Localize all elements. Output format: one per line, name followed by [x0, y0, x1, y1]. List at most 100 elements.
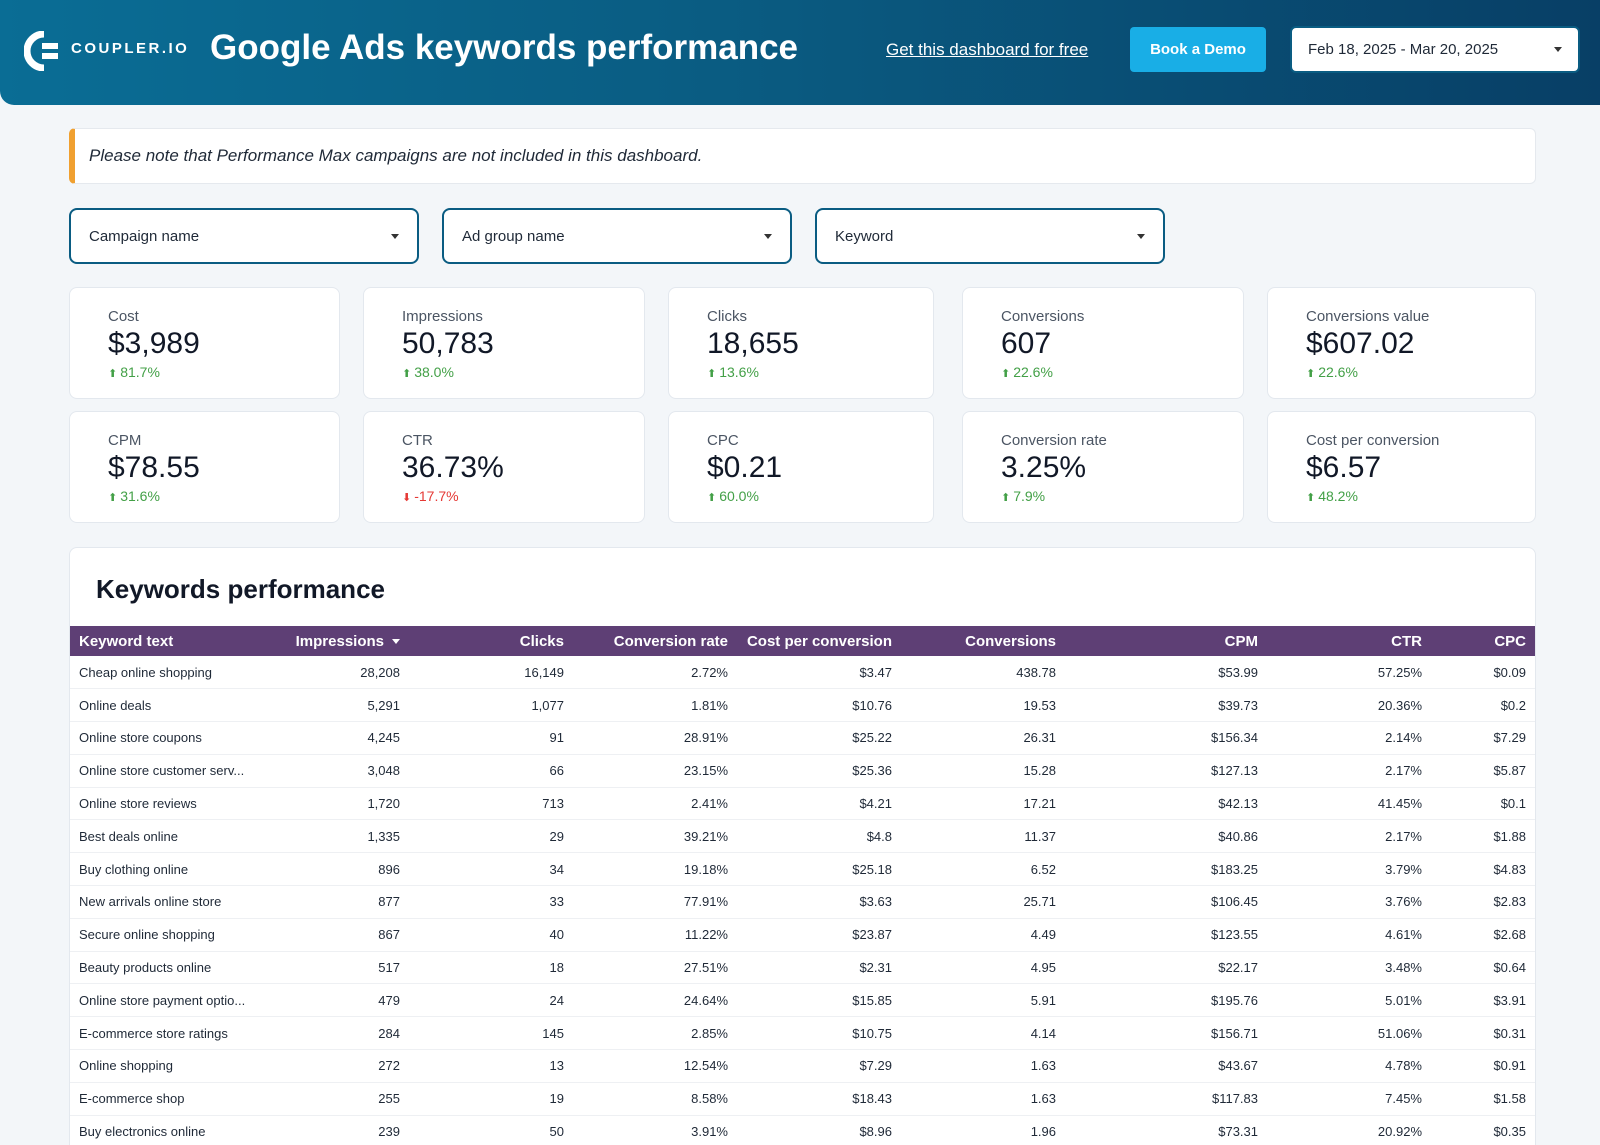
table-row[interactable]: Best deals online 1,335 29 39.21% $4.8 11.37 $… — [70, 819, 1535, 854]
table-row[interactable]: E-commerce store ratings 284 145 2.85% $10.7… — [70, 1016, 1535, 1051]
table-row[interactable]: Online store reviews 1,720 713 2.41% $4.21 17… — [70, 787, 1535, 821]
table-row[interactable]: Online store customer serv... 3,048 66 23.1… — [70, 754, 1535, 788]
campaign-filter-label: Campaign name — [89, 227, 200, 245]
table-cell: Beauty products online — [70, 951, 286, 985]
kpi-value: 36.73% — [402, 451, 504, 484]
table-row[interactable]: Online store payment optio... 479 24 24.64%… — [70, 983, 1535, 1018]
col-impressions-label: Impressions — [295, 632, 384, 650]
table-cell: 16,149 — [409, 656, 573, 690]
kpi-label: Clicks — [707, 308, 747, 325]
kpi-card: Impressions 50,783 ⬆ 38.0% — [363, 287, 645, 399]
table-cell: $10.75 — [737, 1016, 901, 1051]
table-cell: 896 — [286, 852, 409, 887]
keyword-filter-label: Keyword — [835, 227, 894, 245]
table-row[interactable]: Secure online shopping 867 40 11.22% $23.87 4… — [70, 918, 1535, 952]
table-cell: $117.83 — [1065, 1082, 1267, 1116]
col-cpm[interactable]: CPM — [1224, 632, 1258, 650]
table-cell: $22.17 — [1065, 951, 1267, 985]
col-impressions[interactable]: Impressions — [286, 626, 409, 656]
col-ctr[interactable]: CTR — [1391, 632, 1422, 650]
table-cell: $156.34 — [1065, 721, 1267, 755]
kpi-card: Cost per conversion $6.57 ⬆ 48.2% — [1267, 411, 1536, 523]
table-cell: 877 — [286, 885, 409, 919]
table-cell: 19 — [409, 1082, 573, 1116]
table-row[interactable]: Cheap online shopping 28,208 16,149 2.72% $3… — [70, 656, 1535, 690]
kpi-delta: ⬆ 48.2% — [1306, 488, 1358, 504]
table-cell: Buy electronics online — [70, 1115, 286, 1145]
kpi-card: Cost $3,989 ⬆ 81.7% — [69, 287, 340, 399]
table-cell: 479 — [286, 983, 409, 1018]
table-cell: E-commerce shop — [70, 1082, 286, 1116]
table-cell: $42.13 — [1065, 787, 1267, 821]
col-conversion-rate[interactable]: Conversion rate — [613, 632, 728, 650]
table-row[interactable]: Online deals 5,291 1,077 1.81% $10.76 19.53 $3… — [70, 688, 1535, 723]
kpi-value: 607 — [1001, 327, 1052, 360]
table-cell: $0.2 — [1431, 688, 1535, 723]
table-cell: 4.78% — [1267, 1049, 1431, 1083]
kpi-value: $607.02 — [1306, 327, 1415, 360]
book-demo-button[interactable]: Book a Demo — [1130, 27, 1266, 72]
kpi-delta: ⬆ 31.6% — [108, 488, 160, 504]
kpi-delta: ⬆ 13.6% — [707, 364, 759, 380]
table-cell: 19.53 — [901, 688, 1065, 723]
table-cell: 50 — [409, 1115, 573, 1145]
table-cell: $40.86 — [1065, 819, 1267, 854]
table-cell: 11.22% — [573, 918, 737, 952]
col-keyword-text[interactable]: Keyword text — [79, 632, 174, 650]
info-note: Please note that Performance Max campaig… — [69, 128, 1536, 184]
keywords-table: Keyword text Impressions Clicks Conversi… — [70, 626, 1535, 1145]
table-cell: 3.79% — [1267, 852, 1431, 887]
table-cell: 13 — [409, 1049, 573, 1083]
table-cell: 57.25% — [1267, 656, 1431, 690]
col-cpc[interactable]: CPC — [1494, 632, 1526, 650]
table-cell: 4.61% — [1267, 918, 1431, 952]
kpi-delta: ⬇ -17.7% — [402, 488, 459, 504]
table-cell: $25.36 — [737, 754, 901, 788]
arrow-down-icon: ⬇ — [402, 492, 412, 504]
arrow-up-icon: ⬆ — [108, 368, 118, 380]
col-cost-per-conversion[interactable]: Cost per conversion — [746, 632, 892, 650]
table-title: Keywords performance — [96, 574, 385, 604]
table-cell: $73.31 — [1065, 1115, 1267, 1145]
date-range-select[interactable]: Feb 18, 2025 - Mar 20, 2025 — [1290, 26, 1580, 73]
kpi-label: Impressions — [402, 308, 483, 325]
table-cell: 34 — [409, 852, 573, 887]
table-cell: 18 — [409, 951, 573, 985]
table-cell: 29 — [409, 819, 573, 854]
campaign-filter[interactable]: Campaign name — [69, 208, 419, 264]
table-row[interactable]: Buy electronics online 239 50 3.91% $8.96 1.9… — [70, 1115, 1535, 1145]
table-row[interactable]: Online store coupons 4,245 91 28.91% $25.22 2… — [70, 721, 1535, 755]
table-cell: 24 — [409, 983, 573, 1018]
table-cell: $4.21 — [737, 787, 901, 821]
get-dashboard-link[interactable]: Get this dashboard for free — [886, 40, 1089, 59]
kpi-delta-value: 7.9% — [1013, 488, 1046, 504]
table-cell: 272 — [286, 1049, 409, 1083]
table-cell: New arrivals online store — [70, 885, 286, 919]
table-row[interactable]: New arrivals online store 877 33 77.91% $3.6… — [70, 885, 1535, 919]
table-cell: $4.83 — [1431, 852, 1535, 887]
col-clicks[interactable]: Clicks — [519, 632, 564, 650]
table-cell: $3.63 — [737, 885, 901, 919]
keyword-filter[interactable]: Keyword — [815, 208, 1165, 264]
kpi-label: CPC — [707, 432, 739, 449]
table-cell: $5.87 — [1431, 754, 1535, 788]
table-cell: $15.85 — [737, 983, 901, 1018]
table-cell: 3.48% — [1267, 951, 1431, 985]
table-cell: Secure online shopping — [70, 918, 286, 952]
table-row[interactable]: Online shopping 272 13 12.54% $7.29 1.63 $43.6… — [70, 1049, 1535, 1083]
arrow-up-icon: ⬆ — [707, 492, 717, 504]
ad-group-filter[interactable]: Ad group name — [442, 208, 792, 264]
table-row[interactable]: E-commerce shop 255 19 8.58% $18.43 1.63 $117.… — [70, 1082, 1535, 1116]
col-conversions[interactable]: Conversions — [965, 632, 1056, 650]
kpi-label: Cost — [108, 308, 139, 325]
table-cell: $1.58 — [1431, 1082, 1535, 1116]
arrow-up-icon: ⬆ — [1306, 492, 1316, 504]
table-cell: Buy clothing online — [70, 852, 286, 887]
table-cell: 77.91% — [573, 885, 737, 919]
table-cell: 145 — [409, 1016, 573, 1051]
table-cell: 17.21 — [901, 787, 1065, 821]
table-row[interactable]: Beauty products online 517 18 27.51% $2.31 4.… — [70, 951, 1535, 985]
table-cell: $195.76 — [1065, 983, 1267, 1018]
chevron-down-icon — [391, 234, 399, 239]
table-row[interactable]: Buy clothing online 896 34 19.18% $25.18 6.52… — [70, 852, 1535, 887]
